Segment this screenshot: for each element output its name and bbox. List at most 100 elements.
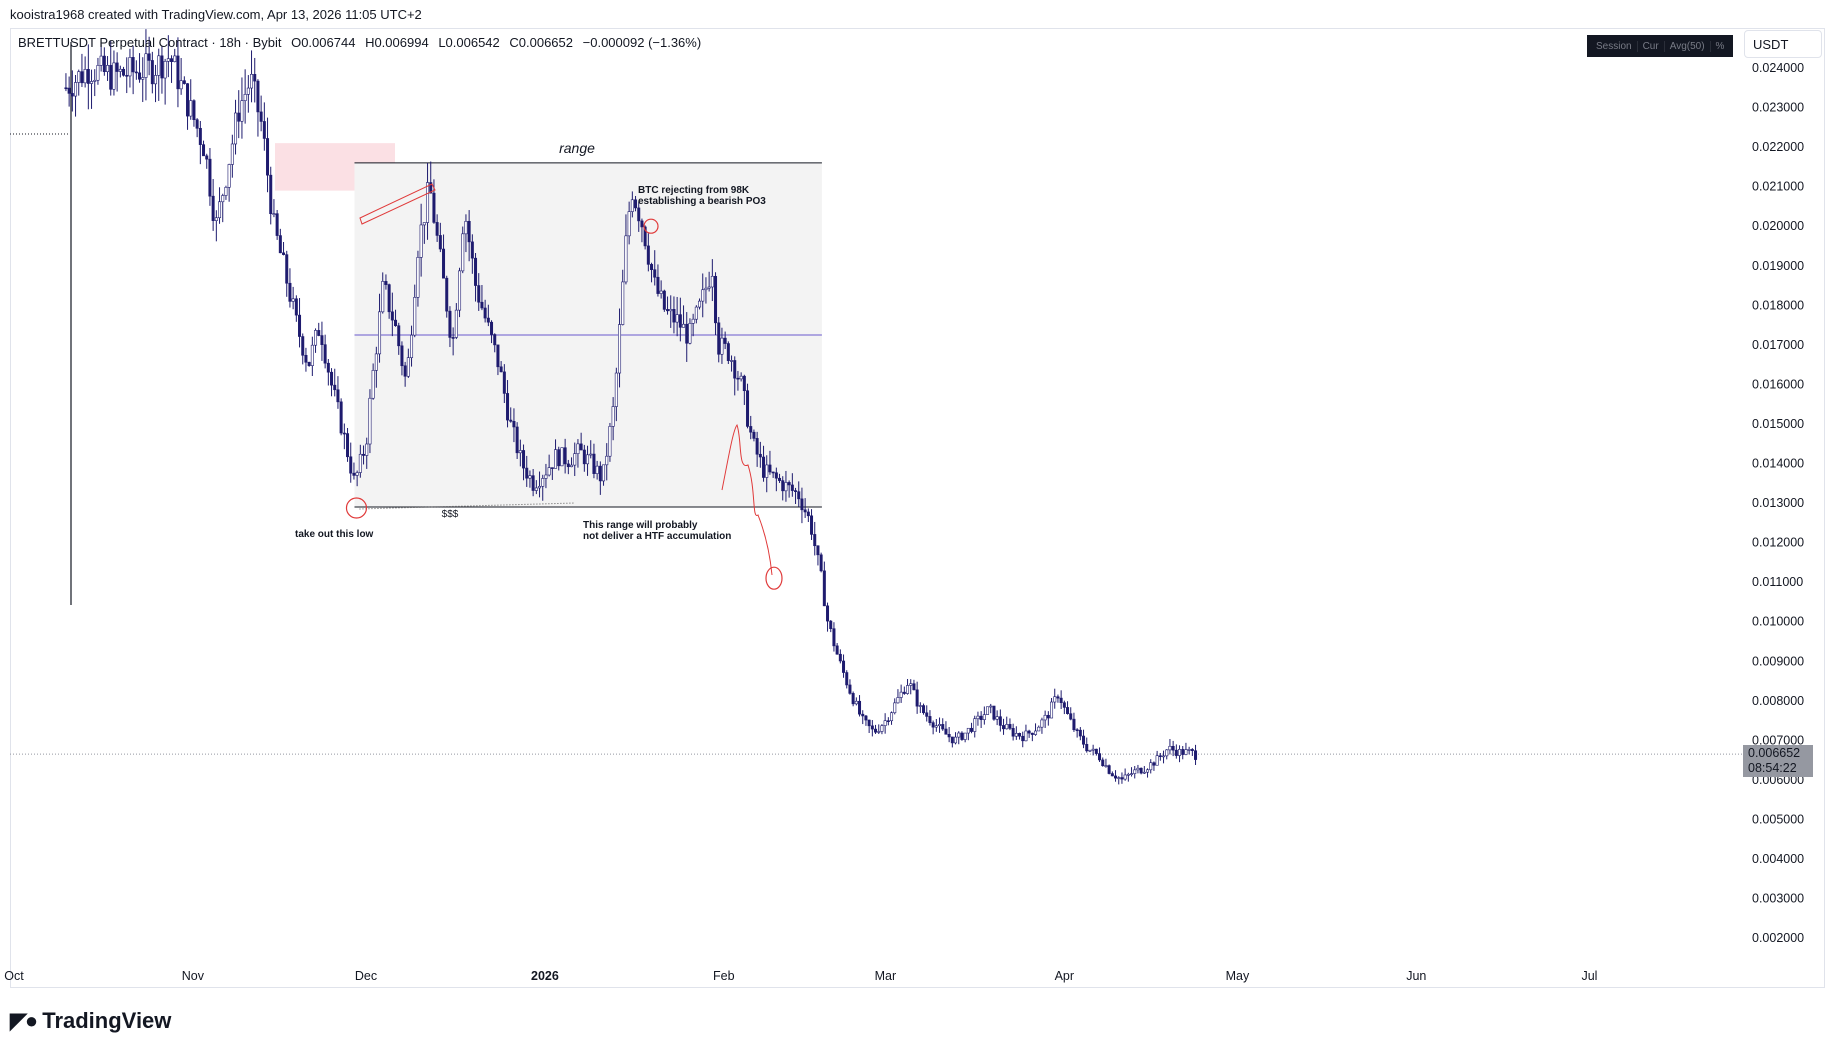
candle-body	[218, 201, 222, 219]
htf-note-line-2: not deliver a HTF accumulation	[583, 531, 731, 542]
candle-body	[774, 472, 778, 479]
candle-body	[240, 100, 244, 122]
candle-body	[99, 55, 103, 66]
deviation-wedge	[359, 183, 436, 225]
toolbar-percent-button[interactable]: %	[1715, 40, 1725, 52]
candle-body	[938, 724, 942, 727]
candle-body	[1021, 735, 1025, 742]
candle-body	[237, 112, 241, 122]
candle-body	[867, 719, 871, 727]
candle-body	[586, 454, 590, 465]
candle-body	[1002, 725, 1006, 730]
candle-body	[1168, 745, 1172, 751]
candle-body	[1130, 773, 1134, 775]
price-tick-label: 0.011000	[1752, 575, 1803, 589]
candle-body	[845, 672, 849, 686]
candle-body	[176, 55, 180, 90]
candle-body	[86, 69, 90, 84]
candle-body	[950, 736, 954, 744]
candle-body	[528, 475, 532, 479]
candle-body	[138, 72, 142, 80]
candle-body	[125, 75, 129, 77]
candle-body	[288, 282, 292, 302]
price-tick-label: 0.005000	[1752, 812, 1804, 826]
price-tick-label: 0.013000	[1752, 496, 1804, 510]
candle-body	[1008, 724, 1012, 729]
symbol-legend[interactable]: BRETTUSDT Perpetual Contract · 18h · Byb…	[18, 35, 707, 50]
candle-body	[589, 453, 593, 456]
candle-body	[154, 75, 158, 85]
candle-body	[1014, 733, 1018, 737]
candle-body	[474, 257, 478, 286]
currency-selector[interactable]: USDT	[1744, 30, 1822, 58]
candle-body	[755, 438, 759, 455]
candle-body	[720, 337, 724, 355]
candle-body	[538, 486, 542, 489]
candle-body	[861, 713, 865, 717]
candle-body	[250, 74, 254, 89]
candle-body	[1126, 773, 1130, 776]
price-tick-label: 0.008000	[1752, 694, 1804, 708]
candle-body	[1136, 767, 1140, 771]
time-tick-label: Apr	[1055, 969, 1074, 983]
range-label: range	[559, 140, 595, 156]
candle-body	[429, 182, 433, 194]
candle-body	[918, 705, 922, 707]
candle-body	[1107, 765, 1111, 774]
toolbar-currency-button[interactable]: Cur	[1638, 40, 1665, 52]
price-tick-label: 0.019000	[1752, 259, 1804, 273]
htf-note-line-1: This range will probably	[583, 520, 698, 531]
candle-body	[1046, 714, 1050, 719]
price-tick-label: 0.010000	[1752, 615, 1804, 629]
candle-body	[166, 58, 170, 62]
candle-body	[134, 71, 138, 74]
candle-body	[378, 311, 382, 355]
time-tick-label: 2026	[531, 969, 559, 983]
candle-body	[406, 357, 410, 377]
candle-body	[1082, 735, 1086, 745]
candle-body	[1174, 749, 1178, 756]
candle-body	[1018, 733, 1022, 737]
tradingview-logo-icon: ◤●	[10, 1008, 38, 1033]
chart-author-line: kooistra1968 created with TradingView.co…	[10, 7, 422, 22]
candle-body	[403, 365, 407, 377]
candle-body	[77, 71, 81, 83]
candle-body	[1149, 762, 1153, 771]
toolbar-avg-button[interactable]: Avg(50)	[1665, 40, 1711, 52]
candle-body	[221, 195, 225, 203]
low-target-circle	[345, 497, 368, 519]
candle-body	[461, 233, 465, 272]
candle-body	[394, 319, 398, 327]
candle-body	[925, 712, 929, 717]
candle-body	[384, 281, 388, 285]
candle-body	[224, 187, 228, 196]
low-note: take out this low	[295, 529, 374, 540]
candle-body	[749, 426, 753, 433]
candle-body	[566, 463, 570, 468]
toolbar-session-button[interactable]: Session	[1591, 40, 1638, 52]
symbol-title[interactable]: BRETTUSDT Perpetual Contract · 18h · Byb…	[18, 35, 282, 50]
chart-toolbar[interactable]: Session Cur Avg(50) %	[1587, 35, 1734, 57]
price-tick-label: 0.021000	[1752, 180, 1804, 194]
candle-body	[259, 111, 263, 122]
candle-body	[723, 337, 727, 344]
candle-body	[1110, 773, 1114, 777]
candle-body	[115, 62, 119, 72]
candle-body	[672, 309, 676, 323]
tradingview-logo[interactable]: ◤● TradingView	[10, 1008, 171, 1034]
candle-body	[515, 426, 519, 454]
candle-body	[541, 478, 545, 487]
candle-body	[803, 509, 807, 513]
candle-body	[698, 300, 702, 308]
candle-body	[381, 281, 385, 313]
candle-body	[662, 290, 666, 310]
candle-body	[838, 653, 842, 662]
candle-body	[272, 213, 276, 215]
candle-body	[890, 712, 894, 722]
candle-body	[637, 207, 641, 222]
candle-body	[496, 344, 500, 368]
candle-body	[742, 375, 746, 392]
candle-body	[646, 245, 650, 265]
candle-body	[144, 53, 148, 78]
